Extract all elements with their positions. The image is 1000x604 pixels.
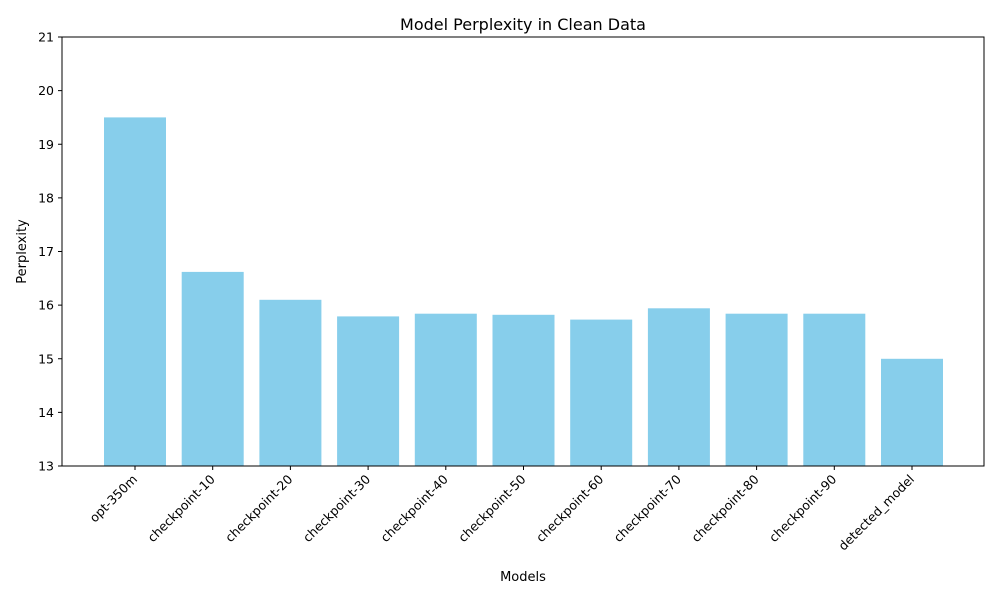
y-axis-label: Perplexity — [15, 219, 30, 284]
bar-opt-350m — [104, 117, 166, 467]
y-tick-label: 17 — [38, 244, 54, 259]
x-tick-label: checkpoint-30 — [300, 471, 373, 544]
x-tick-label: checkpoint-40 — [377, 471, 450, 544]
y-tick-label: 13 — [38, 459, 54, 474]
x-tick-label: checkpoint-10 — [144, 471, 217, 544]
x-tick-label: checkpoint-70 — [611, 471, 684, 544]
plot-frame — [61, 36, 985, 467]
y-axis-ticks: 13 14 15 16 17 18 19 20 21 — [38, 30, 62, 474]
bar-checkpoint-70 — [647, 308, 710, 466]
x-axis-label: Models — [500, 570, 546, 585]
bars-group — [104, 117, 943, 467]
y-tick-label: 15 — [38, 351, 54, 366]
x-tick-label: checkpoint-50 — [455, 471, 528, 544]
bar-checkpoint-40 — [414, 313, 477, 466]
x-tick-label: opt-350m — [86, 472, 140, 526]
y-tick-label: 16 — [38, 298, 54, 313]
x-tick-label: detected_model — [835, 472, 917, 554]
chart-title: Model Perplexity in Clean Data — [400, 15, 646, 34]
y-tick-label: 21 — [38, 30, 54, 45]
y-tick-label: 18 — [38, 190, 54, 205]
bar-checkpoint-80 — [725, 313, 788, 466]
bar-checkpoint-20 — [259, 299, 322, 466]
bar-checkpoint-10 — [181, 271, 244, 466]
bar-checkpoint-90 — [803, 313, 866, 466]
x-tick-label: checkpoint-20 — [222, 471, 295, 544]
y-tick-label: 19 — [38, 137, 54, 152]
x-axis-ticks: opt-350m checkpoint-10 checkpoint-20 checkp… — [86, 466, 917, 553]
bar-detected_model — [881, 358, 943, 467]
x-tick-label: checkpoint-80 — [688, 471, 761, 544]
y-tick-label: 14 — [38, 405, 54, 420]
x-tick-label: checkpoint-60 — [533, 471, 606, 544]
y-tick-label: 20 — [38, 83, 54, 98]
x-tick-label: checkpoint-90 — [766, 471, 839, 544]
bar-checkpoint-50 — [492, 314, 555, 466]
bar-checkpoint-30 — [337, 316, 400, 466]
bar-checkpoint-60 — [570, 319, 633, 466]
